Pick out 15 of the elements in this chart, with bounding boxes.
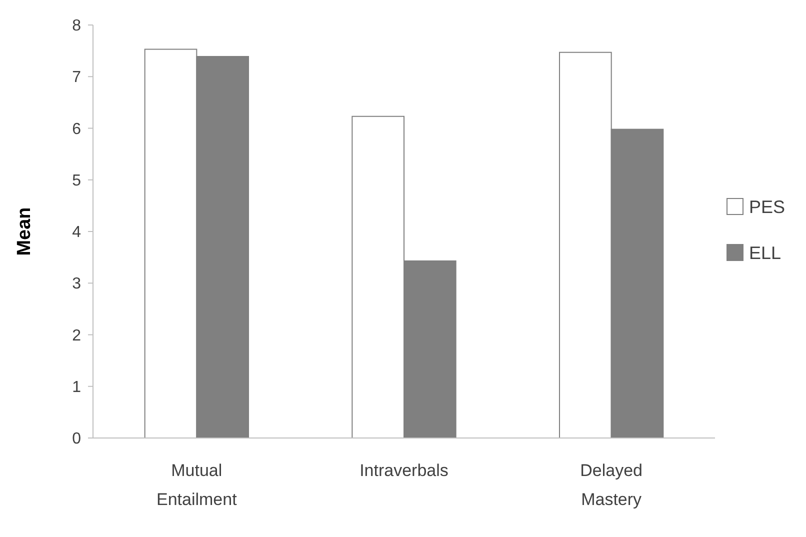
y-tick-label: 6 — [72, 120, 82, 138]
y-tick-label: 4 — [72, 224, 82, 242]
y-tick-label: 1 — [72, 378, 82, 396]
x-tick-label: Intraverbals — [360, 461, 448, 480]
y-tick-label: 7 — [72, 69, 82, 86]
y-tick-label: 2 — [72, 327, 82, 344]
y-tick-label: 0 — [72, 430, 82, 448]
legend-label: PES — [749, 196, 786, 217]
x-tick-label: Mutual Entailment — [156, 461, 238, 509]
legend-label: ELL — [749, 242, 782, 263]
y-tick-label: 5 — [72, 172, 82, 190]
y-axis-title: Mean — [14, 207, 35, 256]
y-tick-label: 8 — [72, 18, 82, 35]
y-tick-label: 3 — [72, 276, 82, 293]
x-tick-label: Delayed Mastery — [580, 461, 643, 509]
